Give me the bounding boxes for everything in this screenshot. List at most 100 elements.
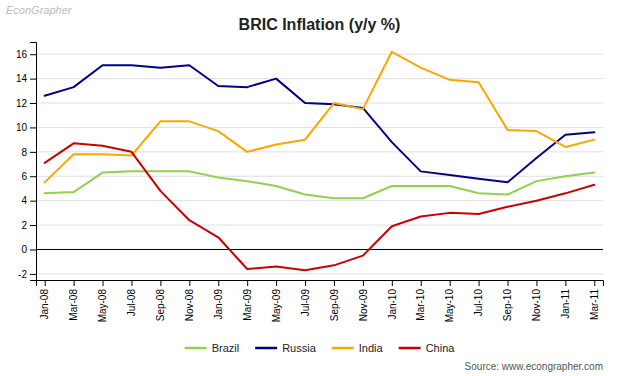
x-axis-line <box>37 281 604 287</box>
x-tick: Jul-10 <box>473 280 484 316</box>
x-tick-label: Jul-08 <box>126 289 137 317</box>
y-tick-mark <box>30 201 36 202</box>
x-tick-label: Sep-10 <box>502 289 513 322</box>
legend-label: Russia <box>282 342 317 354</box>
x-tick-mark <box>45 280 46 286</box>
x-tick-label: May-10 <box>444 289 455 323</box>
y-tick-mark <box>30 79 36 80</box>
x-tick: Jul-08 <box>126 280 137 316</box>
lines <box>45 52 595 270</box>
y-tick: 2 <box>21 220 36 231</box>
x-tick: Nov-10 <box>531 280 542 321</box>
x-tick-mark <box>421 280 422 286</box>
y-tick-mark <box>30 152 36 153</box>
x-tick-mark <box>103 280 104 286</box>
grid-line <box>36 127 603 128</box>
x-tick-mark <box>363 280 364 286</box>
x-tick-label: Nov-08 <box>184 289 195 322</box>
x-tick-mark <box>189 280 190 286</box>
legend-label: Brazil <box>212 342 240 354</box>
grid-line <box>36 176 603 177</box>
y-tick: 16 <box>16 49 36 60</box>
x-tick-label: May-08 <box>97 289 108 323</box>
y-axis-line <box>30 43 37 281</box>
x-tick-label: Jan-11 <box>560 289 571 319</box>
y-tick-mark <box>30 127 36 128</box>
x-tick-label: Sep-08 <box>155 289 166 322</box>
y-tick-label: 4 <box>21 195 27 206</box>
x-tick-mark <box>131 280 132 286</box>
x-tick: Nov-09 <box>358 280 369 321</box>
x-tick-mark <box>305 280 306 286</box>
y-tick-label: 14 <box>16 73 28 84</box>
x-tick: Jan-08 <box>39 280 50 320</box>
source: Source: www.econgrapher.com <box>465 361 603 372</box>
series-line <box>45 143 595 270</box>
x-tick-mark <box>74 280 75 286</box>
x-tick: Sep-08 <box>155 280 166 321</box>
x-tick-label: Mar-08 <box>68 289 79 321</box>
x-tick-label: Mar-10 <box>415 289 426 321</box>
x-tick: May-08 <box>97 280 108 322</box>
x-tick-label: Mar-11 <box>589 289 600 320</box>
y-tick-label: 10 <box>16 122 28 133</box>
y-tick-label: 8 <box>21 147 27 158</box>
grid-line <box>36 225 603 226</box>
x-tick: Mar-08 <box>68 280 79 321</box>
y-tick-mark <box>30 103 36 104</box>
y-tick-mark <box>30 249 36 250</box>
legend-swatch <box>399 347 421 350</box>
x-tick: Mar-10 <box>415 280 426 321</box>
y-tick-mark <box>30 176 36 177</box>
y-tick: 12 <box>16 98 36 109</box>
x-tick-label: Nov-09 <box>358 289 369 322</box>
title: BRIC Inflation (y/y %) <box>239 16 401 33</box>
x-tick-mark <box>276 280 277 286</box>
grid <box>36 54 603 274</box>
x-tick-mark <box>450 280 451 286</box>
legend: Brazil Russia India China <box>185 342 456 354</box>
x-tick-mark <box>392 280 393 286</box>
y-tick-label: 6 <box>21 171 27 182</box>
y-tick-mark <box>30 54 36 55</box>
grid-line <box>36 78 603 79</box>
grid-line <box>36 273 603 274</box>
x-tick: Jan-11 <box>560 280 571 319</box>
grid-line <box>36 151 603 152</box>
y-tick-label: 2 <box>21 220 27 231</box>
series-line <box>45 171 595 198</box>
y-tick: 10 <box>16 122 36 133</box>
x-tick-label: Jan-10 <box>387 289 398 320</box>
grid-line <box>36 200 603 201</box>
y-tick-mark <box>30 225 36 226</box>
x-tick-label: Mar-09 <box>242 289 253 321</box>
x-tick-mark <box>160 280 161 286</box>
x-tick-mark <box>565 280 566 286</box>
x-tick: Nov-08 <box>184 280 195 321</box>
x-tick-label: Jul-10 <box>473 289 484 317</box>
y-tick: 14 <box>16 73 36 84</box>
x-tick: May-10 <box>444 280 455 322</box>
x-tick-mark <box>594 280 595 286</box>
legend-item: Brazil <box>185 342 240 354</box>
y-tick-label: 12 <box>16 98 28 109</box>
legend-label: India <box>359 342 384 354</box>
y-tick: 8 <box>21 147 36 158</box>
x-tick-label: Nov-10 <box>531 289 542 322</box>
grid-line <box>36 249 603 250</box>
y-tick-label: -2 <box>18 269 27 280</box>
legend-item: Russia <box>255 342 317 354</box>
legend-swatch <box>255 347 277 350</box>
watermark: EconGrapher <box>6 4 73 16</box>
x-tick-label: Jan-09 <box>213 289 224 320</box>
y-tick-label: 0 <box>21 244 27 255</box>
legend-item: China <box>399 342 456 354</box>
x-tick: Jan-09 <box>213 280 224 320</box>
x-tick: May-09 <box>271 280 282 322</box>
x-tick-label: Jan-08 <box>39 289 50 320</box>
series-line <box>45 52 595 183</box>
x-tick: Mar-11 <box>589 280 600 320</box>
zero-line <box>36 249 603 250</box>
x-axis: Jan-08 Mar-08 May-08 Jul-08 Sep-08 Nov-08 Jan-… <box>37 280 604 322</box>
x-tick-label: Jul-09 <box>300 289 311 317</box>
